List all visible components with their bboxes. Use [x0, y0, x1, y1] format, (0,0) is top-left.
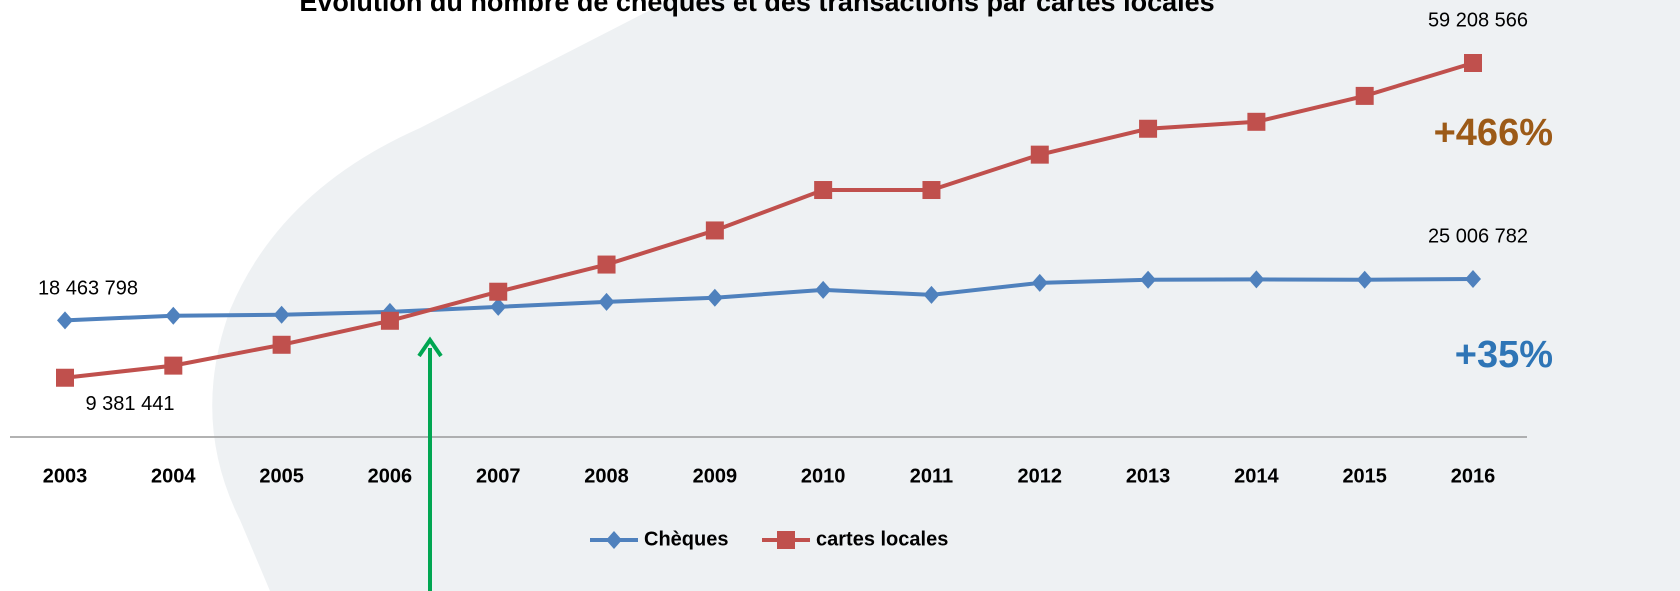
legend-label: Chèques [644, 528, 728, 550]
data-label: 9 381 441 [86, 393, 175, 415]
legend-label: cartes locales [816, 528, 948, 550]
point [165, 306, 182, 325]
background-shape [212, 0, 1680, 591]
point [923, 285, 940, 304]
series-line [64, 277, 1474, 323]
x-tick-label: 2013 [1126, 465, 1171, 487]
point [273, 305, 290, 324]
data-label: 59 208 566 [1428, 9, 1528, 31]
point [1140, 270, 1157, 289]
legend-marker [777, 531, 795, 549]
point [1356, 270, 1373, 289]
point [597, 255, 616, 274]
point [922, 181, 941, 200]
x-tick-label: 2014 [1234, 465, 1279, 487]
data-label: 18 463 798 [38, 278, 138, 300]
x-tick-label: 2012 [1018, 465, 1063, 487]
x-tick-label: 2007 [476, 465, 521, 487]
point [1031, 273, 1048, 292]
point [1247, 112, 1266, 131]
x-tick-label: 2004 [151, 465, 196, 487]
point [1030, 145, 1049, 164]
point [164, 356, 183, 375]
arrow-head [417, 336, 443, 358]
point [598, 292, 615, 311]
x-tick-label: 2005 [259, 465, 304, 487]
x-tick-label: 2009 [693, 465, 738, 487]
x-tick-label: 2010 [801, 465, 846, 487]
chart-title: Evolution du nombre de chèques et des tr… [299, 0, 1214, 17]
point [56, 368, 74, 387]
series-line [64, 61, 1474, 380]
annotation: +35% [1455, 334, 1553, 376]
point [1139, 119, 1158, 138]
x-tick-label: 2011 [910, 465, 953, 487]
x-tick-label: 2008 [584, 465, 629, 487]
point [1464, 54, 1482, 72]
point [490, 297, 507, 316]
data-label: 25 006 782 [1428, 225, 1528, 247]
point [814, 181, 833, 200]
x-tick-label: 2015 [1342, 465, 1387, 487]
point [380, 311, 399, 330]
point [1355, 86, 1374, 105]
point [489, 282, 508, 301]
point [1248, 270, 1265, 289]
point [706, 288, 723, 307]
point [705, 221, 724, 240]
point [815, 280, 832, 299]
x-tick-label: 2003 [43, 465, 88, 487]
legend-marker [606, 531, 622, 549]
point [57, 311, 73, 330]
point [1465, 270, 1481, 289]
x-tick-label: 2016 [1451, 465, 1496, 487]
annotation: +466% [1434, 112, 1553, 154]
x-tick-label: 2006 [368, 465, 413, 487]
point [272, 335, 291, 354]
